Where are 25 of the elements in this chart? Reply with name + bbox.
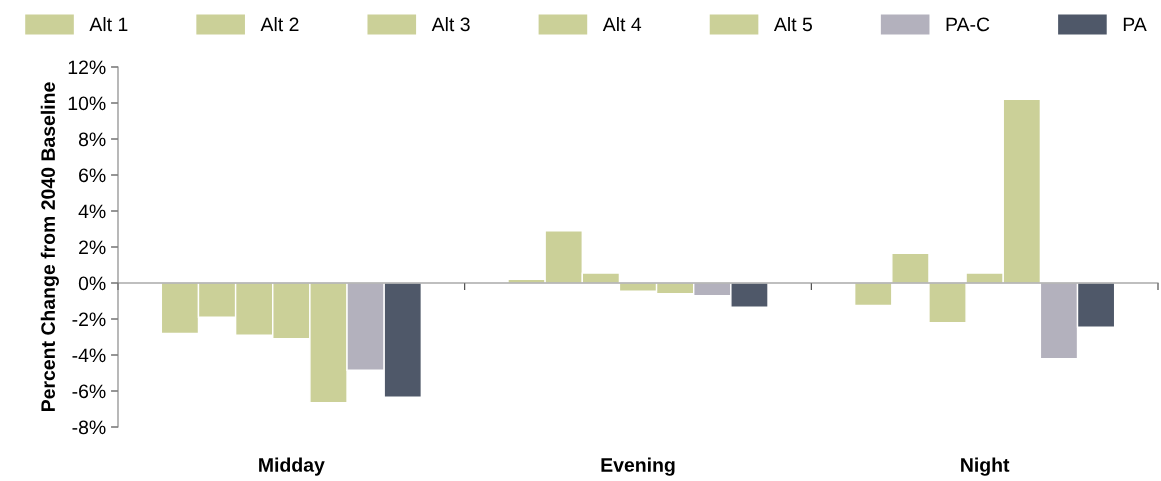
y-tick-label: -2% bbox=[72, 312, 106, 327]
y-tick-label: 6% bbox=[79, 168, 106, 183]
legend-label: Alt 3 bbox=[431, 16, 470, 32]
y-tick-label: 12% bbox=[68, 60, 106, 75]
legend-label: PA-C bbox=[946, 17, 990, 32]
y-tick-label: 2% bbox=[79, 240, 106, 255]
legend-label: Alt 5 bbox=[773, 16, 812, 32]
y-axis-title: Percent Change from 2040 Baseline bbox=[40, 82, 59, 412]
y-tick-label: 0% bbox=[78, 276, 106, 291]
legend-label: PA bbox=[1123, 17, 1147, 32]
bar bbox=[853, 282, 893, 307]
x-tick-label: Evening bbox=[601, 457, 675, 476]
y-tick-label: -6% bbox=[72, 384, 106, 399]
x-tick-label: Night bbox=[961, 457, 1010, 476]
y-tick-label: -8% bbox=[72, 420, 106, 435]
legend-label: Alt 2 bbox=[260, 16, 299, 32]
legend-label: Alt 4 bbox=[602, 16, 642, 32]
y-tick-label: 4% bbox=[78, 204, 106, 219]
y-tick-label: 8% bbox=[78, 132, 106, 147]
y-tick-label: 10% bbox=[68, 96, 106, 111]
x-tick-label: Midday bbox=[259, 457, 325, 476]
bar bbox=[928, 282, 967, 324]
y-tick-label: -4% bbox=[72, 348, 106, 363]
legend-label: Alt 1 bbox=[89, 16, 128, 32]
bar bbox=[891, 252, 930, 284]
